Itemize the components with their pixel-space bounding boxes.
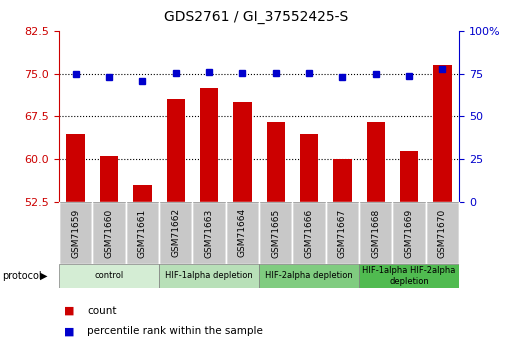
Text: GSM71666: GSM71666	[305, 208, 313, 257]
Text: GSM71663: GSM71663	[205, 208, 213, 257]
Bar	[426, 202, 459, 264]
Bar	[259, 202, 292, 264]
Bar	[326, 202, 359, 264]
Bar	[200, 88, 218, 202]
Bar	[92, 202, 126, 264]
Bar	[59, 264, 159, 288]
Text: GSM71660: GSM71660	[105, 208, 113, 257]
Bar	[333, 159, 351, 202]
Bar	[67, 134, 85, 202]
Bar	[233, 102, 251, 202]
Bar	[267, 122, 285, 202]
Text: ■: ■	[64, 306, 74, 315]
Text: GSM71661: GSM71661	[138, 208, 147, 257]
Text: GSM71665: GSM71665	[271, 208, 280, 257]
Bar	[159, 264, 259, 288]
Text: HIF-1alpha HIF-2alpha
depletion: HIF-1alpha HIF-2alpha depletion	[362, 266, 456, 286]
Bar	[392, 202, 426, 264]
Text: ▶: ▶	[40, 271, 47, 281]
Text: control: control	[94, 272, 124, 280]
Bar	[359, 202, 392, 264]
Bar	[133, 185, 151, 202]
Text: GSM71662: GSM71662	[171, 208, 180, 257]
Bar	[367, 122, 385, 202]
Bar	[433, 65, 451, 202]
Text: percentile rank within the sample: percentile rank within the sample	[87, 326, 263, 336]
Text: ■: ■	[64, 326, 74, 336]
Bar	[300, 134, 318, 202]
Bar	[100, 156, 118, 202]
Text: HIF-2alpha depletion: HIF-2alpha depletion	[265, 272, 353, 280]
Text: GSM71670: GSM71670	[438, 208, 447, 257]
Text: HIF-1alpha depletion: HIF-1alpha depletion	[165, 272, 253, 280]
Text: GSM71659: GSM71659	[71, 208, 80, 257]
Text: GSM71664: GSM71664	[238, 208, 247, 257]
Bar	[167, 99, 185, 202]
Text: count: count	[87, 306, 117, 315]
Bar	[59, 202, 92, 264]
Bar	[226, 202, 259, 264]
Text: GSM71667: GSM71667	[338, 208, 347, 257]
Text: GSM71668: GSM71668	[371, 208, 380, 257]
Bar	[259, 264, 359, 288]
Bar	[400, 151, 418, 202]
Bar	[292, 202, 326, 264]
Bar	[192, 202, 226, 264]
Text: GDS2761 / GI_37552425-S: GDS2761 / GI_37552425-S	[164, 10, 349, 24]
Text: protocol: protocol	[3, 271, 42, 281]
Bar	[126, 202, 159, 264]
Bar	[159, 202, 192, 264]
Bar	[359, 264, 459, 288]
Text: GSM71669: GSM71669	[405, 208, 413, 257]
